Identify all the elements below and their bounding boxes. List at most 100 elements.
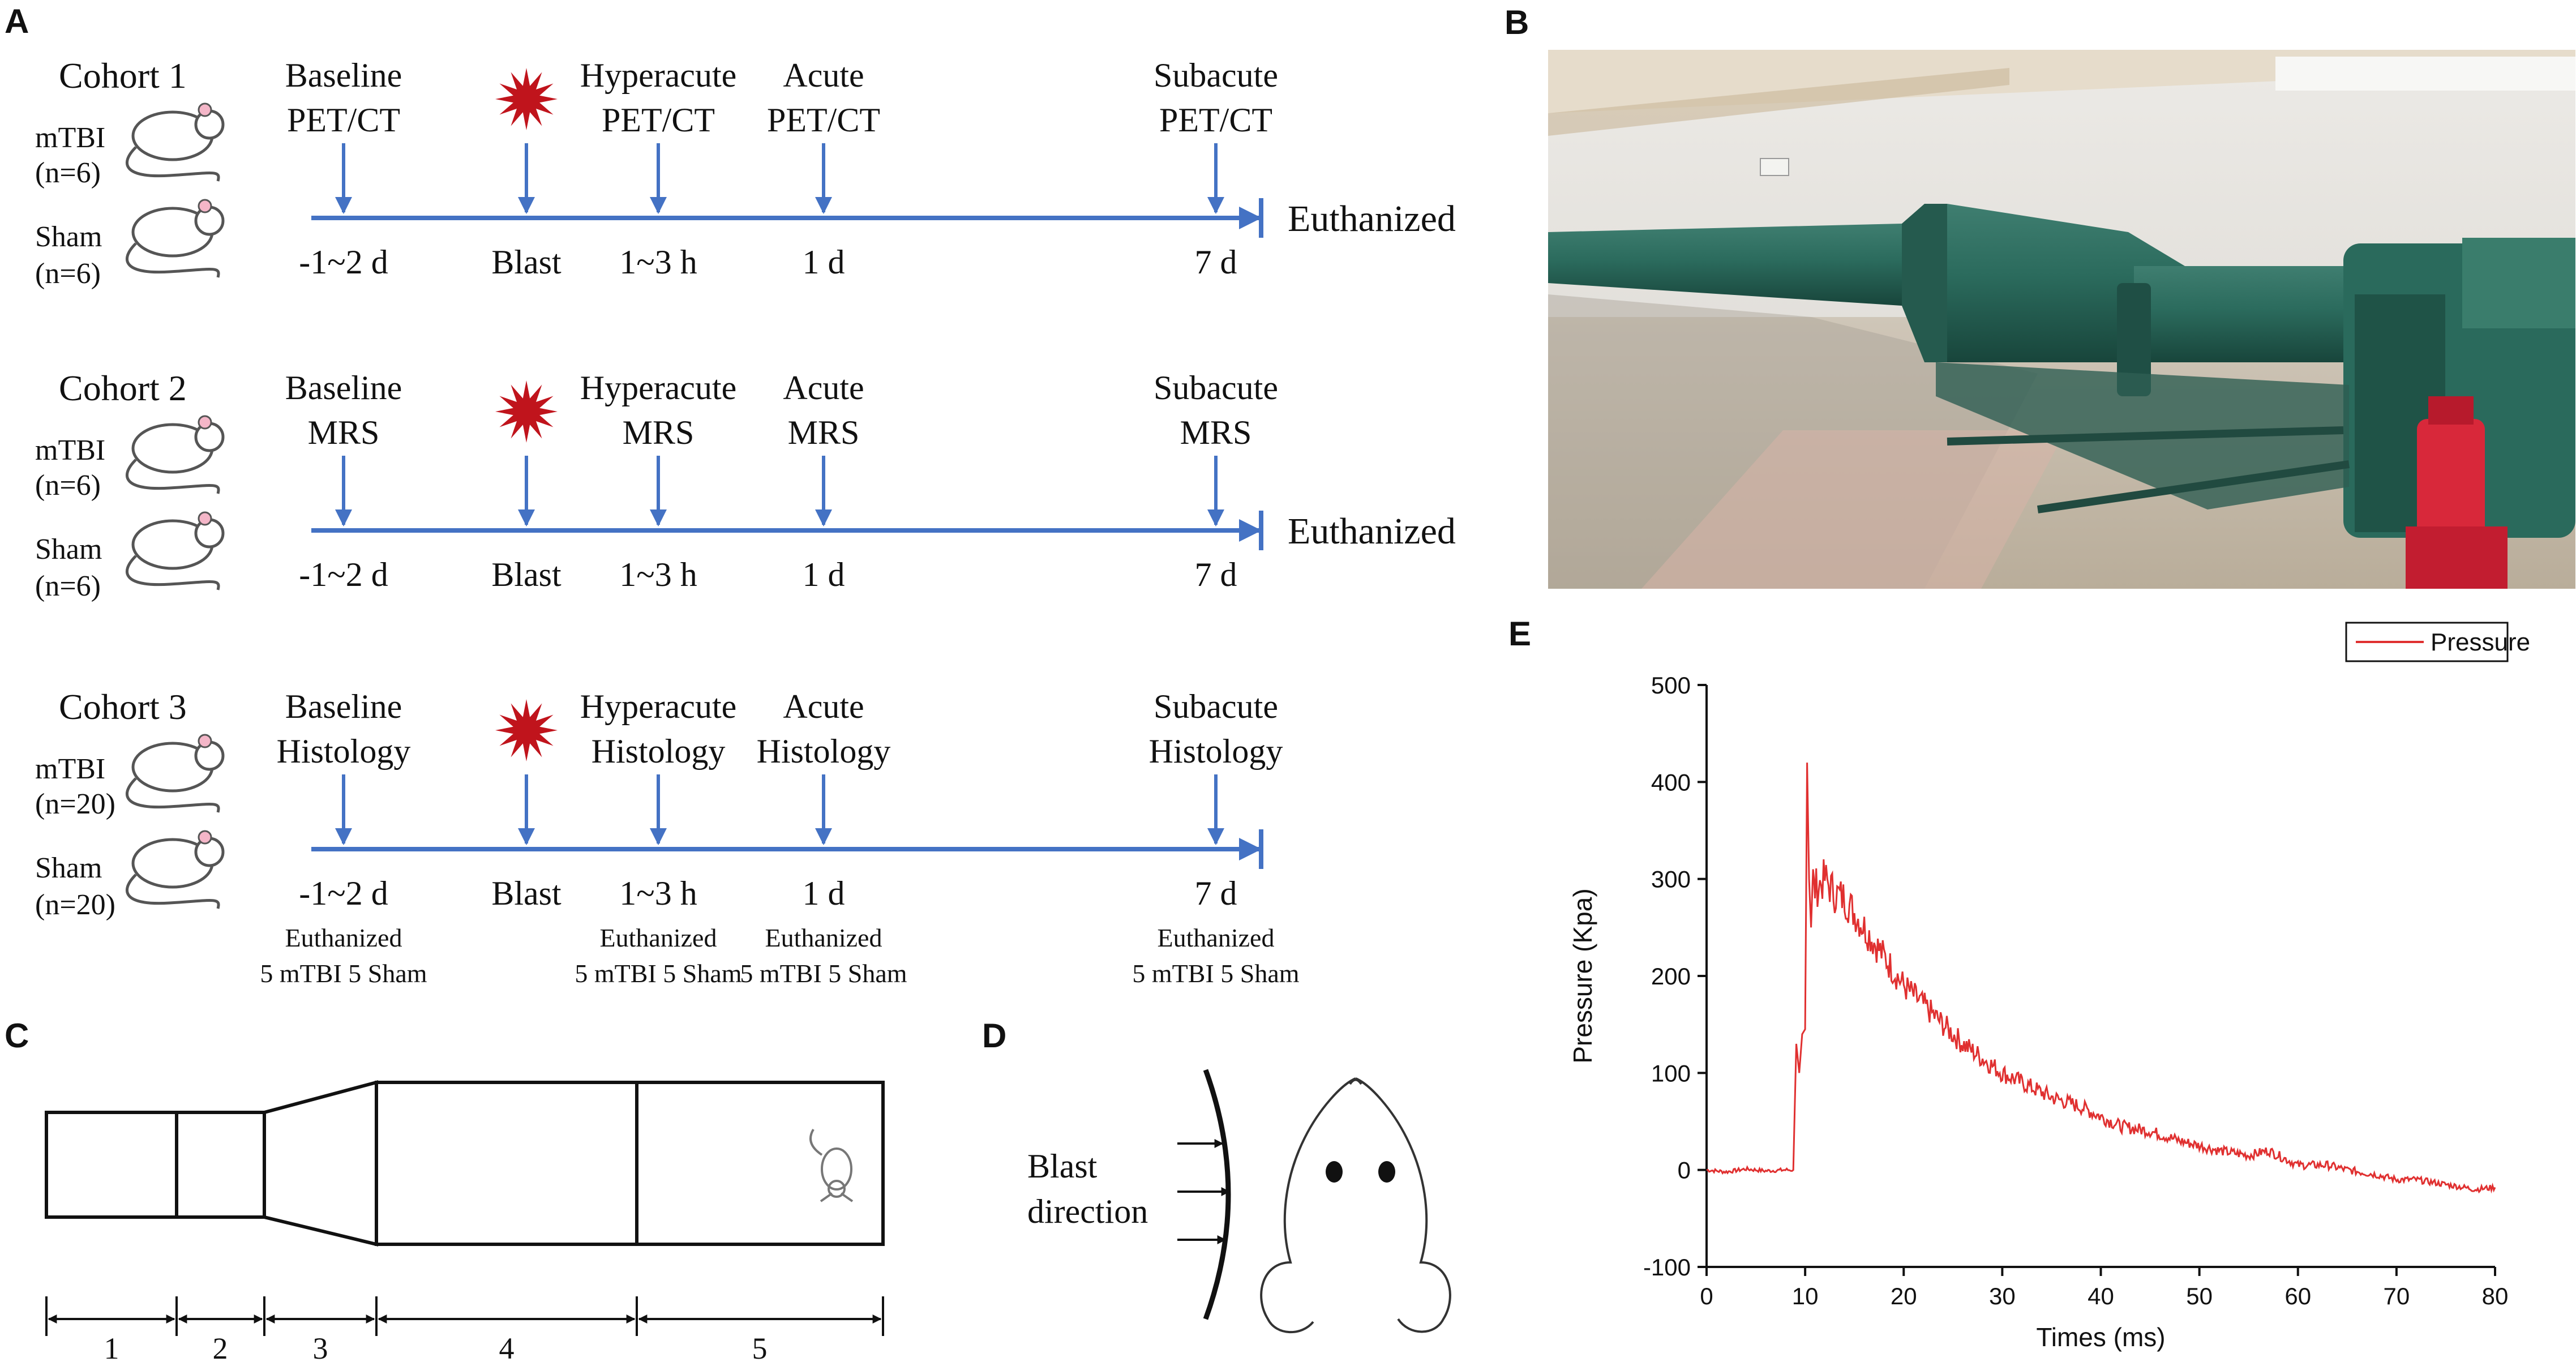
- group-count: (n=20): [35, 788, 115, 820]
- blast-direction-label: Blast: [1027, 1147, 1098, 1185]
- x-tick-label: 70: [2384, 1283, 2410, 1309]
- cohort-title: Cohort 1: [59, 55, 187, 96]
- blast-icon: [495, 68, 558, 130]
- stage-label: Acute: [783, 369, 864, 406]
- time-label: Blast: [491, 875, 562, 912]
- y-tick-label: -100: [1643, 1254, 1691, 1281]
- group-count: (n=6): [35, 258, 101, 290]
- euthanized-count: 5 mTBI 5 Sham: [575, 959, 741, 988]
- euthanized-note: Euthanized: [765, 923, 882, 952]
- time-label: 7 d: [1195, 243, 1237, 281]
- blast-tube-photo: [1548, 50, 2575, 589]
- x-tick-label: 0: [1700, 1283, 1713, 1309]
- stage-modality: Histology: [592, 733, 726, 770]
- blast-icon: [495, 699, 558, 761]
- cohort-timeline: Cohort 1mTBI(n=6)Sham(n=6)BaselinePET/CT…: [35, 55, 1456, 290]
- stage-label: Baseline: [285, 57, 402, 94]
- x-tick-label: 20: [1891, 1283, 1917, 1309]
- time-label: Blast: [491, 243, 562, 281]
- x-tick-label: 10: [1792, 1283, 1819, 1309]
- rat-icon: [126, 511, 225, 590]
- cohort-title: Cohort 2: [59, 368, 187, 408]
- rat-eye: [1378, 1161, 1395, 1183]
- stage-label: Subacute: [1154, 688, 1278, 725]
- euthanized-note: Euthanized: [600, 923, 717, 952]
- time-label: 1 d: [803, 875, 845, 912]
- rat-icon: [126, 734, 225, 813]
- pressure-chart: 0 10 20 30 40 50 60 70 80 -100 0 100 200 300 400 500 Tim…: [1568, 622, 2530, 1352]
- stage-modality: MRS: [1180, 414, 1252, 451]
- time-label: -1~2 d: [299, 243, 388, 281]
- stage-modality: PET/CT: [1159, 101, 1272, 139]
- mouse-icon: [809, 1128, 854, 1202]
- stage-modality: PET/CT: [602, 101, 715, 139]
- cohort-timeline: Cohort 3mTBI(n=20)Sham(n=20)BaselineHist…: [35, 687, 1300, 988]
- panel-label-a: A: [5, 2, 29, 40]
- section-label: 4: [499, 1331, 515, 1365]
- blast-icon: [495, 380, 558, 443]
- group-count: (n=6): [35, 157, 101, 189]
- group-label: Sham: [35, 533, 102, 566]
- stage-label: Acute: [783, 688, 864, 725]
- time-label: 1 d: [803, 243, 845, 281]
- time-label: 7 d: [1195, 556, 1237, 593]
- pressure-series-line: [1706, 763, 2496, 1194]
- panel-label-b: B: [1505, 3, 1529, 41]
- panel-label-e: E: [1508, 615, 1531, 653]
- group-label: mTBI: [35, 122, 105, 154]
- group-label: mTBI: [35, 753, 105, 785]
- time-label: 1 d: [803, 556, 845, 593]
- section-label: 5: [752, 1331, 768, 1365]
- group-count: (n=6): [35, 570, 101, 602]
- tube-schematic: [45, 1080, 885, 1247]
- rat-eye: [1326, 1161, 1343, 1183]
- blast-direction-diagram: Blast direction: [1027, 1069, 1451, 1334]
- stage-label: Subacute: [1154, 369, 1278, 406]
- end-label: Euthanized: [1288, 511, 1456, 552]
- group-count: (n=20): [35, 889, 115, 921]
- rat-head-outline: [1260, 1077, 1451, 1334]
- cohort-timeline: Cohort 2mTBI(n=6)Sham(n=6)BaselineMRSHyp…: [35, 368, 1456, 602]
- group-label: Sham: [35, 852, 102, 884]
- stage-modality: Histology: [277, 733, 411, 770]
- dimension-lines: [45, 1296, 884, 1336]
- x-tick-label: 30: [1989, 1283, 2016, 1309]
- y-tick-label: 200: [1651, 963, 1691, 990]
- euthanized-count: 5 mTBI 5 Sham: [260, 959, 427, 988]
- time-label: 1~3 h: [619, 556, 697, 593]
- stage-label: Acute: [783, 57, 864, 94]
- section-labels: 1 2 3 4 5: [104, 1331, 768, 1365]
- x-tick-label: 80: [2482, 1283, 2509, 1309]
- stage-modality: PET/CT: [287, 101, 400, 139]
- y-tick-label: 100: [1651, 1060, 1691, 1086]
- x-axis-label: Times (ms): [2036, 1322, 2165, 1352]
- rat-icon: [126, 830, 225, 909]
- y-axis-label: Pressure (Kpa): [1568, 888, 1597, 1063]
- rat-icon: [126, 199, 225, 278]
- group-count: (n=6): [35, 469, 101, 502]
- panel-label-d: D: [982, 1017, 1006, 1055]
- stage-label: Subacute: [1154, 57, 1278, 94]
- stage-label: Baseline: [285, 369, 402, 406]
- y-tick-label: 400: [1651, 769, 1691, 795]
- stage-modality: MRS: [788, 414, 860, 451]
- stage-label: Hyperacute: [580, 688, 737, 725]
- stage-modality: Histology: [1149, 733, 1283, 770]
- time-label: -1~2 d: [299, 556, 388, 593]
- x-tick-label: 40: [2088, 1283, 2114, 1309]
- euthanized-note: Euthanized: [285, 923, 402, 952]
- euthanized-count: 5 mTBI 5 Sham: [1132, 959, 1299, 988]
- time-label: 1~3 h: [619, 243, 697, 281]
- y-tick-label: 300: [1651, 866, 1691, 893]
- stage-label: Baseline: [285, 688, 402, 725]
- blast-direction-label: direction: [1027, 1193, 1148, 1230]
- legend-label: Pressure: [2431, 628, 2530, 656]
- stage-label: Hyperacute: [580, 57, 737, 94]
- time-label: 7 d: [1195, 875, 1237, 912]
- stage-modality: PET/CT: [767, 101, 880, 139]
- stage-modality: MRS: [623, 414, 695, 451]
- euthanized-count: 5 mTBI 5 Sham: [740, 959, 907, 988]
- stage-modality: MRS: [308, 414, 380, 451]
- stage-modality: Histology: [757, 733, 891, 770]
